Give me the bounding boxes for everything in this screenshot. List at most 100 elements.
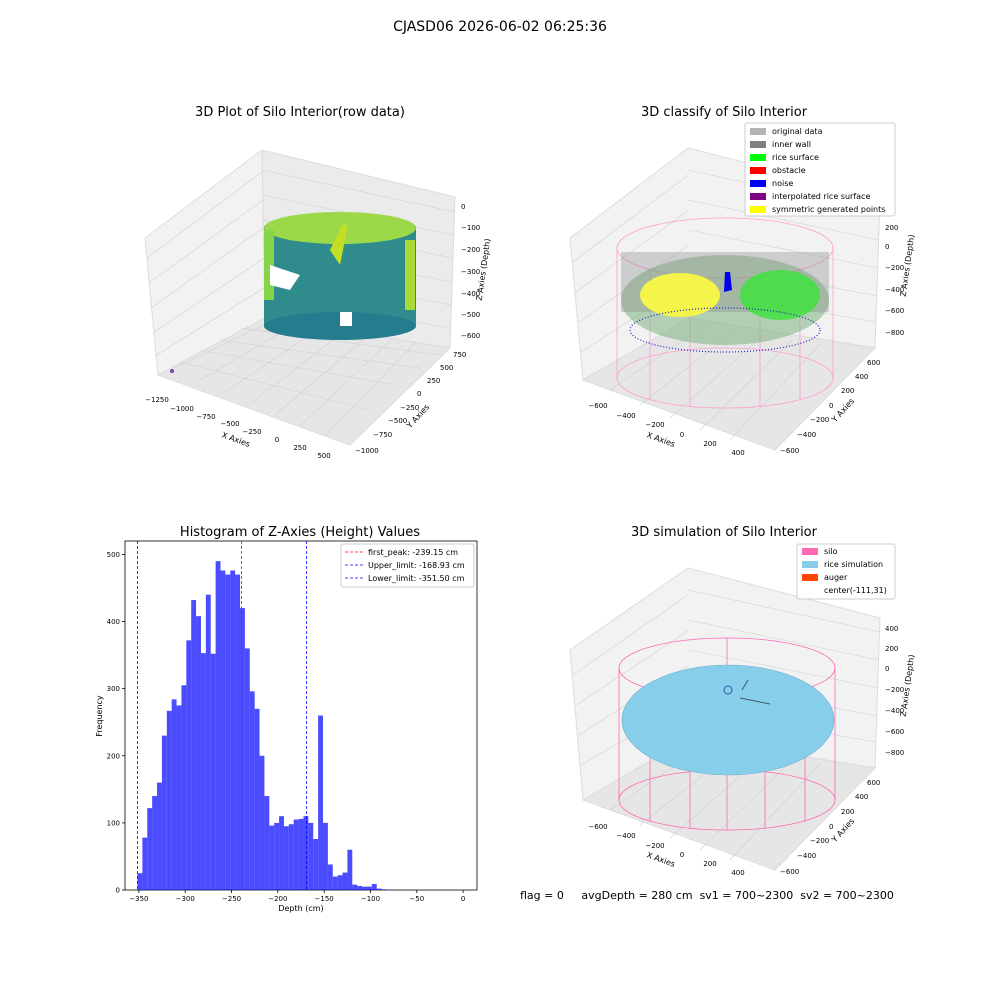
histogram-bar — [318, 715, 324, 890]
svg-text:−300: −300 — [461, 268, 480, 276]
legend-swatch — [750, 193, 766, 200]
svg-text:600: 600 — [867, 779, 880, 787]
histogram-bar — [147, 808, 153, 890]
svg-text:−200: −200 — [810, 416, 829, 424]
x-tick-label: −200 — [268, 895, 287, 903]
histogram-bar — [244, 648, 250, 890]
svg-text:0: 0 — [275, 436, 279, 444]
svg-text:200: 200 — [885, 645, 898, 653]
legend-label: interpolated rice surface — [772, 192, 870, 201]
legend-label: auger — [824, 573, 848, 582]
histogram-bar — [249, 691, 255, 890]
svg-text:200: 200 — [841, 808, 854, 816]
classify-symmetric-points — [640, 273, 720, 317]
legend-label: center(-111,31) — [824, 586, 887, 595]
classify-x-ticks: −600 −400 −200 0 200 400 — [588, 402, 744, 457]
svg-text:0: 0 — [829, 402, 833, 410]
classify-3d-plot: −600 −400 −200 0 200 400 X Axies 600 400… — [569, 122, 916, 457]
simulation-legend: silo rice simulation auger center(-111,31) — [796, 543, 896, 600]
svg-text:−200: −200 — [885, 264, 904, 272]
raw-silo-point-cloud — [264, 212, 416, 340]
histogram-bar — [357, 885, 363, 890]
svg-text:−600: −600 — [885, 307, 904, 315]
svg-text:250: 250 — [427, 377, 440, 385]
svg-text:0: 0 — [461, 203, 465, 211]
classify-noise-cluster — [724, 272, 732, 292]
legend-label: symmetric generated points — [772, 205, 885, 214]
svg-text:−200: −200 — [461, 246, 480, 254]
svg-text:−1000: −1000 — [170, 405, 194, 413]
y-tick-label: 0 — [116, 887, 120, 895]
legend-label: Lower_limit: -351.50 cm — [368, 574, 465, 583]
histogram-bar — [274, 822, 280, 890]
histogram-bar — [381, 889, 387, 890]
histogram-bar — [205, 594, 211, 890]
legend-swatch — [750, 180, 766, 187]
histogram-bar — [161, 735, 167, 890]
histogram-bar — [210, 653, 216, 890]
histogram-bar — [323, 822, 328, 890]
simulation-x-ticks: −600 −400 −200 0 200 400 — [588, 823, 744, 877]
legend-swatch — [802, 574, 818, 581]
histogram-y-ticks: 0 100 200 300 400 500 — [107, 551, 125, 895]
histogram-bar — [269, 825, 275, 890]
histogram-bar — [342, 872, 348, 890]
histogram-bar — [283, 826, 289, 890]
svg-text:400: 400 — [731, 869, 744, 877]
legend-label: inner wall — [772, 140, 811, 149]
svg-text:0: 0 — [829, 823, 833, 831]
svg-text:−800: −800 — [885, 749, 904, 757]
simulation-rice-surface — [621, 664, 835, 776]
simulation-3d-plot: −600 −400 −200 0 200 400 X Axies 600 400… — [569, 543, 916, 877]
histogram-bar — [308, 822, 314, 890]
svg-text:−750: −750 — [196, 413, 215, 421]
simulation-z-ticks: 400 200 0 −200 −400 −600 −800 — [885, 625, 904, 757]
svg-text:500: 500 — [317, 452, 330, 460]
flag-text: flag = 0 — [520, 889, 564, 902]
histogram-bar — [137, 873, 143, 890]
simulation-center-marker — [723, 685, 733, 695]
histogram-x-ticks: −350 −300 −250 −200 −150 −100 −50 0 — [129, 890, 465, 903]
histogram-legend: first_peak: -239.15 cm Upper_limit: -168.… — [340, 543, 475, 588]
svg-text:−250: −250 — [242, 428, 261, 436]
legend-swatch — [802, 548, 818, 555]
svg-text:−400: −400 — [616, 412, 635, 420]
simulation-y-ticks: 600 400 200 0 −200 −400 −600 — [780, 779, 880, 876]
histogram-plot: −350 −300 −250 −200 −150 −100 −50 0 0 100 200 300 4… — [95, 540, 478, 913]
histogram-bar — [220, 570, 226, 890]
svg-text:0: 0 — [680, 851, 684, 859]
histogram-bar — [235, 574, 241, 890]
histogram-bar — [225, 574, 231, 890]
svg-text:−100: −100 — [461, 224, 480, 232]
legend-swatch — [802, 561, 818, 568]
raw-floor-pane — [156, 317, 452, 446]
classify-ylabel: Y Axies — [829, 397, 856, 425]
sv1-text: sv1 = 700~2300 — [699, 889, 794, 902]
svg-text:0: 0 — [885, 243, 889, 251]
histogram-bar — [215, 561, 221, 890]
svg-text:400: 400 — [731, 449, 744, 457]
legend-swatch — [750, 154, 766, 161]
svg-text:500: 500 — [440, 364, 453, 372]
histogram-bar — [171, 699, 177, 890]
raw-panel-title: 3D Plot of Silo Interior(row data) — [195, 105, 405, 120]
histogram-bar — [298, 818, 304, 890]
histogram-bar — [347, 849, 353, 890]
svg-text:−400: −400 — [885, 286, 904, 294]
histogram-bar — [337, 875, 343, 890]
x-tick-label: −300 — [176, 895, 195, 903]
x-tick-label: −150 — [315, 895, 334, 903]
svg-text:−400: −400 — [885, 707, 904, 715]
raw-x-ticks: −1250 −1000 −750 −500 −250 0 250 500 — [145, 396, 331, 460]
y-tick-label: 500 — [107, 551, 120, 559]
x-tick-label: 0 — [461, 895, 465, 903]
footer-status: flag = 0 avgDepth = 280 cm sv1 = 700~230… — [520, 889, 894, 902]
histogram-bar — [288, 824, 294, 890]
classify-z-ticks: 200 0 −200 −400 −600 −800 — [885, 224, 904, 337]
histogram-bar — [376, 888, 382, 890]
y-tick-label: 200 — [107, 752, 120, 760]
avg-depth-text: avgDepth = 280 cm — [581, 889, 693, 902]
svg-text:−200: −200 — [645, 421, 664, 429]
histogram-bar — [362, 886, 367, 890]
svg-text:−600: −600 — [588, 402, 607, 410]
